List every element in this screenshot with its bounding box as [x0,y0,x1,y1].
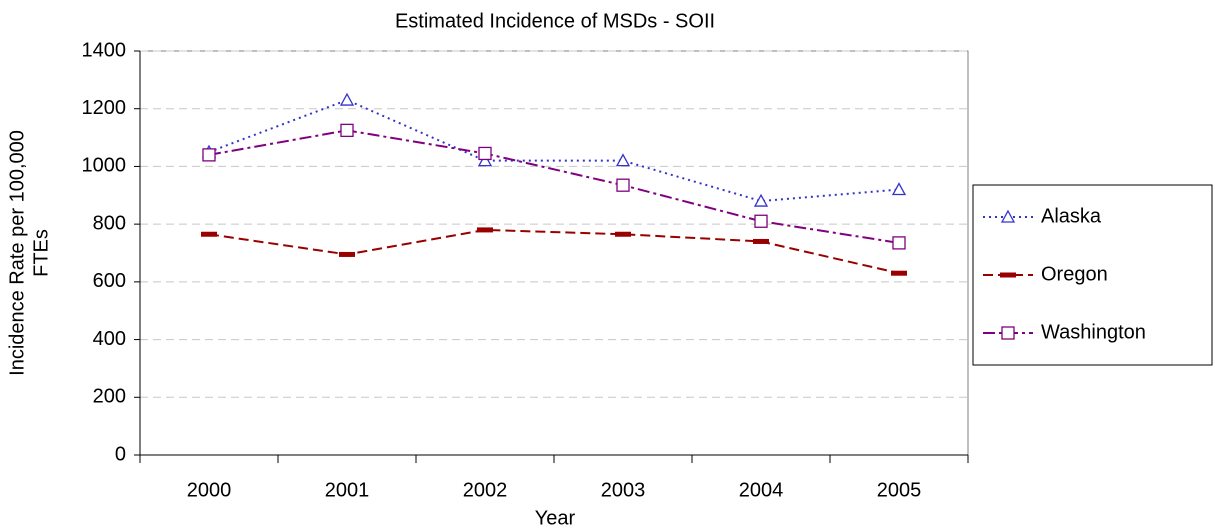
plot-area [139,50,969,456]
x-axis-label: Year [535,507,576,529]
x-tick-label: 2000 [187,479,232,501]
x-tick-label: 2004 [739,479,784,501]
data-point [478,146,492,161]
series-line [208,228,900,275]
y-tick-label: 1000 [82,155,127,177]
y-axis-label: Incidence Rate per 100,000 [6,130,28,376]
x-tick-label: 2001 [325,479,370,501]
data-point [201,231,217,237]
legend-marker [1000,272,1016,278]
legend-label: Washington [1041,321,1146,343]
legend-marker [1001,326,1015,340]
series-line [208,129,900,244]
data-point [339,92,355,106]
x-tick-label: 2003 [601,479,646,501]
data-point [477,153,493,167]
x-tick-label: 2005 [877,479,922,501]
y-tick-label: 400 [93,328,126,350]
y-tick-label: 1400 [82,39,127,61]
data-point [754,214,768,228]
data-point [615,153,631,167]
data-point [202,148,216,162]
y-tick-label: 0 [115,443,126,465]
y-axis-label: FTEs [30,229,52,277]
data-point [339,251,355,257]
legend-label: Alaska [1041,205,1102,227]
data-point [891,270,907,276]
data-point [892,236,906,250]
y-tick-label: 1200 [82,97,127,119]
data-point [477,227,493,233]
legend-marker [1000,209,1016,223]
x-tick-label: 2002 [463,479,508,501]
data-point [616,178,630,192]
data-point [753,193,769,207]
data-point [891,182,907,196]
chart-title: Estimated Incidence of MSDs - SOII [395,10,715,32]
series-line [208,98,900,203]
y-tick-label: 600 [93,270,126,292]
legend-label: Oregon [1041,263,1108,285]
data-point [615,231,631,237]
data-point [753,238,769,244]
data-point [340,123,354,138]
y-tick-label: 200 [93,386,126,408]
y-tick-label: 800 [93,212,126,234]
